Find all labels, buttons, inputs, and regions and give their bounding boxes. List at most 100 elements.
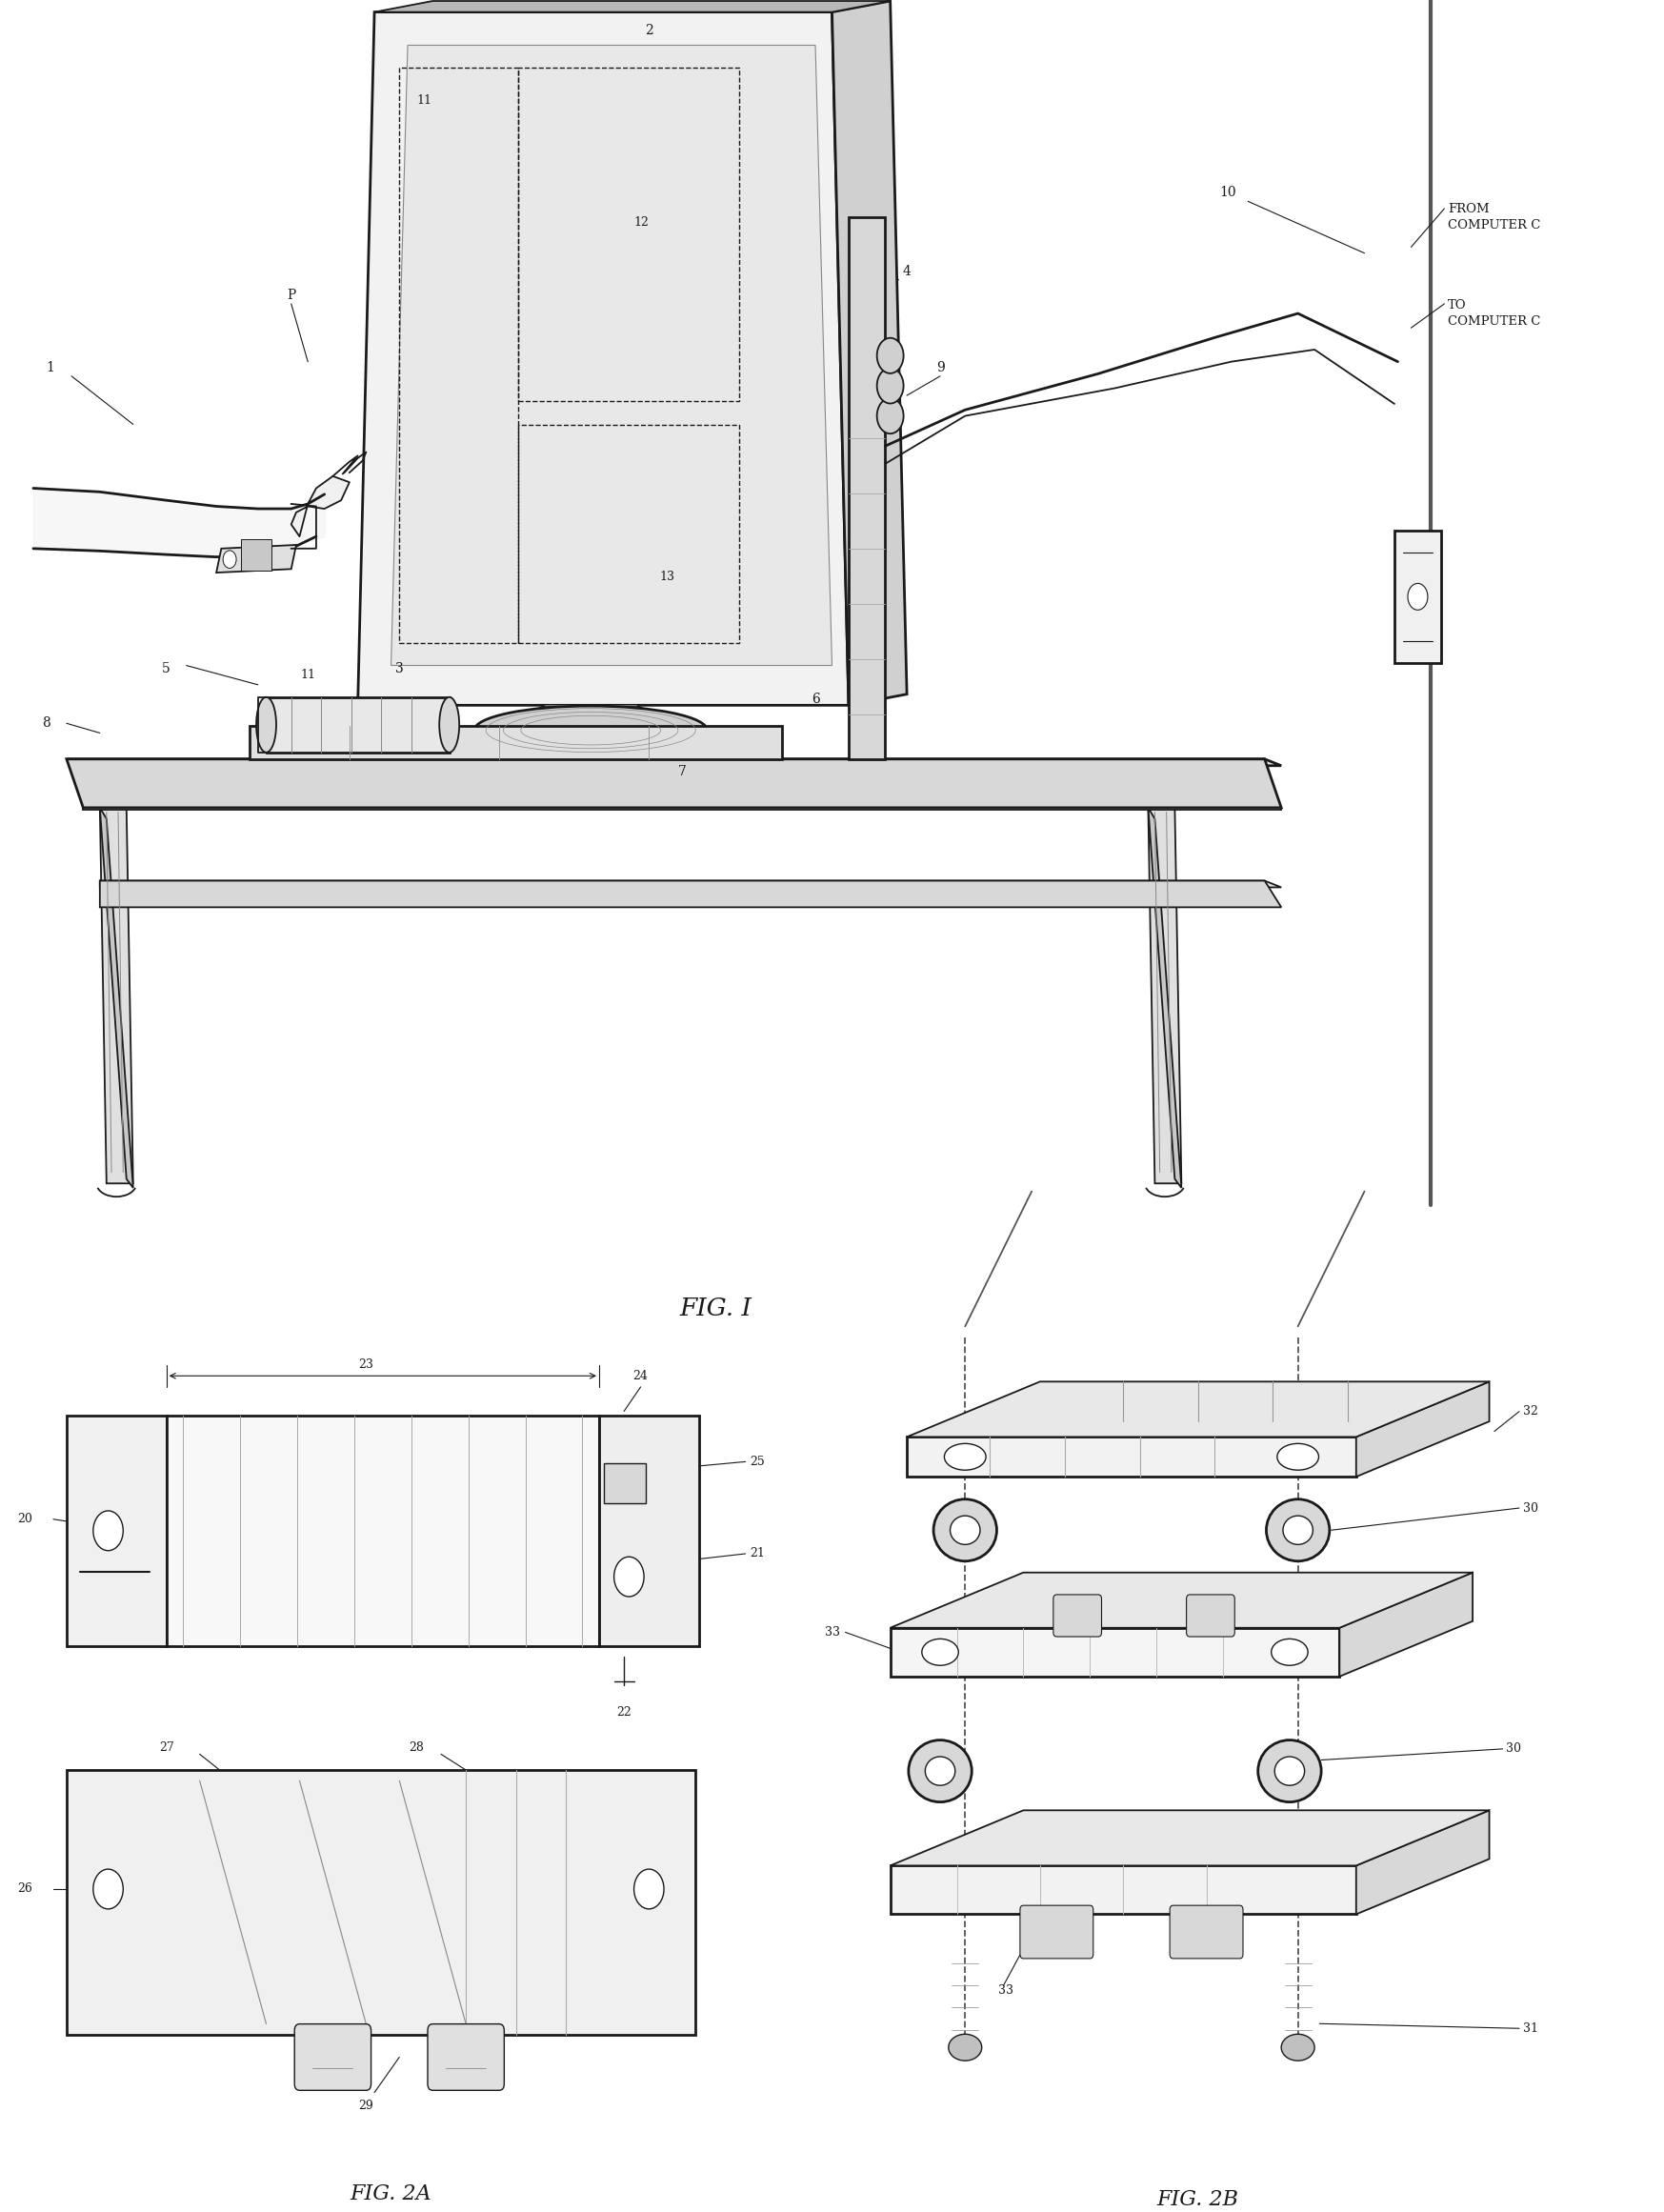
- Text: 20: 20: [17, 1513, 33, 1526]
- Ellipse shape: [934, 1500, 997, 1562]
- Polygon shape: [100, 807, 133, 1183]
- Ellipse shape: [256, 697, 276, 752]
- Text: 28: 28: [408, 1741, 424, 1754]
- Ellipse shape: [1275, 1756, 1305, 1785]
- Circle shape: [634, 1869, 664, 1909]
- Text: 30: 30: [1523, 1502, 1538, 1515]
- Text: 1: 1: [45, 361, 55, 374]
- Polygon shape: [1356, 1809, 1489, 1913]
- Polygon shape: [374, 0, 890, 11]
- Ellipse shape: [1266, 1500, 1330, 1562]
- Text: 27: 27: [158, 1741, 175, 1754]
- Ellipse shape: [1271, 1639, 1308, 1666]
- Text: 21: 21: [749, 1548, 765, 1559]
- Polygon shape: [890, 1809, 1489, 1865]
- Text: 5: 5: [161, 661, 171, 675]
- Circle shape: [1408, 584, 1428, 611]
- Polygon shape: [907, 1438, 1356, 1478]
- Text: 31: 31: [1523, 2022, 1538, 2035]
- Circle shape: [93, 1869, 123, 1909]
- Ellipse shape: [474, 706, 707, 754]
- Circle shape: [93, 1511, 123, 1551]
- Bar: [604, 1464, 646, 1504]
- Ellipse shape: [1278, 1444, 1320, 1471]
- Polygon shape: [849, 217, 885, 759]
- Text: 33: 33: [825, 1626, 840, 1639]
- Polygon shape: [1356, 1382, 1489, 1478]
- FancyBboxPatch shape: [1020, 1905, 1093, 1958]
- Text: 29: 29: [358, 2099, 374, 2112]
- Text: 23: 23: [358, 1358, 374, 1371]
- Polygon shape: [1148, 807, 1181, 1183]
- Circle shape: [614, 1557, 644, 1597]
- Text: 2: 2: [644, 24, 654, 38]
- Text: P: P: [286, 290, 296, 303]
- Text: 11: 11: [416, 95, 433, 106]
- Polygon shape: [291, 476, 349, 538]
- Text: 3: 3: [394, 661, 404, 675]
- Text: FROM
COMPUTER C: FROM COMPUTER C: [1448, 204, 1541, 232]
- Polygon shape: [511, 706, 669, 721]
- Text: 24: 24: [632, 1369, 649, 1382]
- Polygon shape: [67, 1416, 166, 1646]
- Text: 30: 30: [1506, 1743, 1521, 1754]
- Circle shape: [877, 367, 904, 403]
- Polygon shape: [391, 44, 832, 666]
- Polygon shape: [67, 759, 1281, 765]
- Text: 4: 4: [902, 265, 912, 279]
- Text: 7: 7: [677, 765, 687, 779]
- Bar: [518, 425, 739, 644]
- Polygon shape: [100, 880, 1281, 907]
- Ellipse shape: [950, 1515, 980, 1544]
- Polygon shape: [358, 11, 849, 706]
- Polygon shape: [1340, 1573, 1473, 1677]
- Ellipse shape: [925, 1756, 955, 1785]
- Ellipse shape: [945, 1444, 985, 1471]
- Bar: [241, 540, 271, 571]
- Polygon shape: [67, 759, 1281, 807]
- Polygon shape: [890, 1573, 1473, 1628]
- Circle shape: [877, 398, 904, 434]
- Polygon shape: [890, 1865, 1356, 1913]
- Text: 12: 12: [634, 217, 649, 228]
- Circle shape: [223, 551, 236, 568]
- Polygon shape: [100, 807, 133, 1188]
- Text: 8: 8: [42, 717, 52, 730]
- FancyBboxPatch shape: [428, 2024, 504, 2090]
- Text: 6: 6: [810, 692, 820, 706]
- Text: 33: 33: [998, 1984, 1013, 1997]
- Text: 10: 10: [1220, 186, 1236, 199]
- Text: FIG. I: FIG. I: [679, 1296, 752, 1321]
- Bar: [399, 66, 518, 644]
- Polygon shape: [266, 697, 449, 752]
- Polygon shape: [250, 726, 782, 759]
- Polygon shape: [1148, 807, 1181, 1188]
- Ellipse shape: [1258, 1741, 1321, 1803]
- Ellipse shape: [909, 1741, 972, 1803]
- Text: 22: 22: [616, 1705, 632, 1719]
- FancyBboxPatch shape: [1170, 1905, 1243, 1958]
- Ellipse shape: [922, 1639, 958, 1666]
- Polygon shape: [100, 880, 1281, 887]
- Ellipse shape: [948, 2035, 982, 2062]
- Text: 13: 13: [659, 571, 674, 584]
- Polygon shape: [1394, 531, 1441, 664]
- Text: FIG. 2B: FIG. 2B: [1156, 2190, 1240, 2210]
- Polygon shape: [216, 544, 296, 573]
- Polygon shape: [599, 1416, 699, 1646]
- FancyBboxPatch shape: [295, 2024, 371, 2090]
- Polygon shape: [890, 1628, 1340, 1677]
- Text: FIG. 2A: FIG. 2A: [349, 2183, 433, 2205]
- Text: 32: 32: [1523, 1405, 1538, 1418]
- Ellipse shape: [439, 697, 459, 752]
- Ellipse shape: [1283, 1515, 1313, 1544]
- Text: 25: 25: [749, 1455, 765, 1469]
- Polygon shape: [83, 807, 1281, 810]
- Polygon shape: [67, 1770, 696, 2035]
- Circle shape: [877, 338, 904, 374]
- Bar: [518, 66, 739, 400]
- Ellipse shape: [1281, 2035, 1315, 2062]
- Text: 11: 11: [300, 668, 316, 681]
- Text: 26: 26: [17, 1882, 33, 1896]
- Polygon shape: [907, 1382, 1489, 1438]
